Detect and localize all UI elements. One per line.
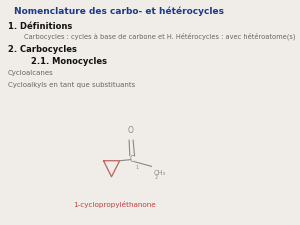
Text: 2: 2 [154,175,158,180]
Text: CH₃: CH₃ [153,170,165,176]
Text: 1. Définitions: 1. Définitions [8,22,72,31]
Text: C: C [130,155,135,164]
Text: O: O [128,126,134,135]
Text: 1: 1 [136,164,139,170]
Text: Cycloalcanes: Cycloalcanes [8,70,53,76]
Text: Carbocycles : cycles à base de carbone et H. Hétérocycles : avec hétéroatome(s): Carbocycles : cycles à base de carbone e… [24,32,296,40]
Text: 1-cyclopropyléthanone: 1-cyclopropyléthanone [73,201,155,208]
Text: Cycloalkyls en tant que substituants: Cycloalkyls en tant que substituants [8,82,135,88]
Text: 2.1. Monocycles: 2.1. Monocycles [32,57,107,66]
Text: 2. Carbocycles: 2. Carbocycles [8,45,77,54]
Text: Nomenclature des carbo- et hétérocycles: Nomenclature des carbo- et hétérocycles [14,6,224,16]
